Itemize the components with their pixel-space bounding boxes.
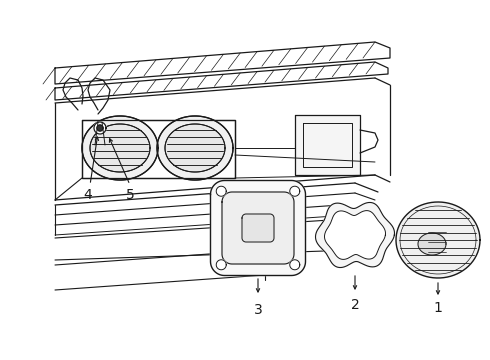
- Polygon shape: [55, 42, 390, 84]
- Polygon shape: [242, 214, 274, 242]
- Polygon shape: [222, 192, 294, 264]
- Polygon shape: [90, 124, 150, 172]
- Polygon shape: [216, 186, 226, 196]
- Polygon shape: [418, 233, 446, 255]
- Polygon shape: [55, 62, 388, 100]
- Polygon shape: [290, 260, 300, 270]
- Polygon shape: [216, 260, 226, 270]
- Polygon shape: [324, 211, 386, 260]
- Polygon shape: [97, 125, 103, 131]
- Polygon shape: [157, 116, 233, 180]
- Text: 3: 3: [254, 303, 262, 317]
- Polygon shape: [82, 120, 235, 178]
- Text: 5: 5: [125, 188, 134, 202]
- Text: 2: 2: [351, 298, 359, 312]
- Polygon shape: [396, 202, 480, 278]
- Polygon shape: [290, 186, 300, 196]
- Text: 1: 1: [434, 301, 442, 315]
- Polygon shape: [157, 116, 233, 180]
- Polygon shape: [211, 180, 305, 275]
- Polygon shape: [316, 202, 394, 267]
- Polygon shape: [82, 116, 158, 180]
- Text: 4: 4: [84, 188, 93, 202]
- Polygon shape: [295, 115, 360, 175]
- Polygon shape: [82, 116, 158, 180]
- Polygon shape: [94, 122, 106, 134]
- Polygon shape: [165, 124, 225, 172]
